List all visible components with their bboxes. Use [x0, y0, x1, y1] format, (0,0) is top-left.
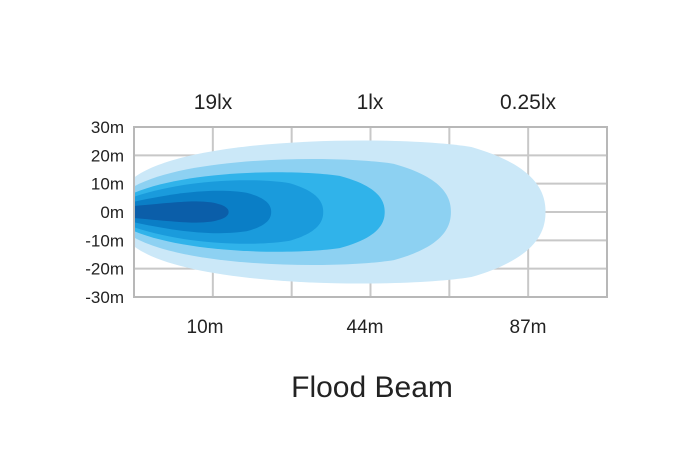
lux-label: 0.25lx — [500, 91, 557, 114]
beam-contours — [134, 140, 546, 284]
lux-label: 1lx — [357, 91, 384, 114]
y-tick-label: 30m — [91, 118, 124, 137]
x-tick-label: 10m — [187, 317, 224, 338]
y-tick-label: -20m — [85, 260, 124, 279]
beam-contour — [134, 201, 229, 223]
y-tick-label: 20m — [91, 146, 124, 165]
y-tick-label: 0m — [100, 203, 124, 222]
lux-labels: 19lx 1lx 0.25lx — [194, 91, 557, 114]
y-tick-label: -30m — [85, 288, 124, 307]
y-axis-ticks: 30m 20m 10m 0m -10m -20m -30m — [85, 118, 124, 307]
lux-label: 19lx — [194, 91, 233, 114]
x-tick-label: 44m — [347, 317, 384, 338]
chart-title: Flood Beam — [291, 371, 453, 404]
x-axis-ticks: 10m 44m 87m — [187, 317, 547, 338]
y-tick-label: -10m — [85, 231, 124, 250]
y-tick-label: 10m — [91, 175, 124, 194]
plot-frame — [133, 126, 608, 298]
x-tick-label: 87m — [510, 317, 547, 338]
